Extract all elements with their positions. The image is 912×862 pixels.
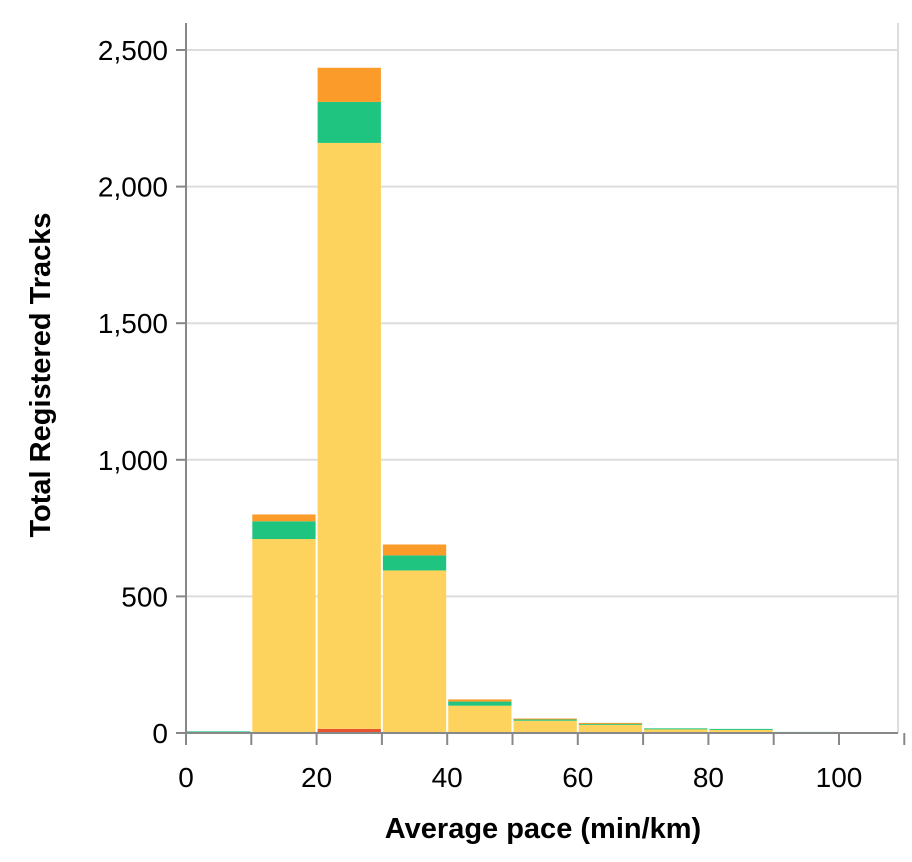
x-tick-label: 60 xyxy=(562,762,593,793)
y-axis-ticks: 0 500 1,000 1,500 2,000 2,500 xyxy=(98,35,186,749)
bar-segment xyxy=(382,555,447,571)
bar-segment xyxy=(513,719,577,721)
y-tick-label: 500 xyxy=(121,581,168,612)
bar-segment xyxy=(187,731,251,733)
bar-segment xyxy=(448,705,512,733)
gridlines xyxy=(186,23,899,733)
bar-segment xyxy=(317,101,381,143)
x-tick-label: 20 xyxy=(301,762,332,793)
y-tick-label: 2,000 xyxy=(98,172,168,203)
y-tick-label: 0 xyxy=(152,718,168,749)
x-tick-label: 0 xyxy=(178,762,194,793)
bar-segment xyxy=(317,67,381,102)
x-axis-ticks: 0 20 40 60 80 100 xyxy=(178,733,906,793)
bar-segment xyxy=(709,728,773,730)
y-tick-label: 2,500 xyxy=(98,35,168,66)
x-tick-label: 100 xyxy=(816,762,863,793)
bar-segment xyxy=(578,723,643,725)
bar-segment xyxy=(513,720,577,733)
x-tick-label: 40 xyxy=(432,762,463,793)
bar-segment xyxy=(252,539,316,733)
bar-segment xyxy=(382,570,447,733)
bar-segment xyxy=(513,718,577,720)
y-tick-label: 1,000 xyxy=(98,445,168,476)
bar-segment xyxy=(578,722,643,724)
bar-segment xyxy=(448,701,512,706)
bar-segment xyxy=(317,142,381,729)
bars xyxy=(187,67,838,734)
x-axis-title: Average pace (min/km) xyxy=(385,813,701,845)
bar-segment xyxy=(382,544,447,556)
y-axis-title: Total Registered Tracks xyxy=(25,212,57,537)
axes xyxy=(185,23,898,734)
x-tick-label: 80 xyxy=(693,762,724,793)
bar-segment xyxy=(644,728,708,730)
bar-segment xyxy=(644,728,708,733)
bar-segment xyxy=(317,728,381,733)
bar-segment xyxy=(448,699,512,702)
y-tick-label: 1,500 xyxy=(98,308,168,339)
bar-segment xyxy=(709,729,773,733)
bar-segment xyxy=(252,521,316,540)
bar-segment xyxy=(252,514,316,522)
bar-segment xyxy=(578,724,643,733)
